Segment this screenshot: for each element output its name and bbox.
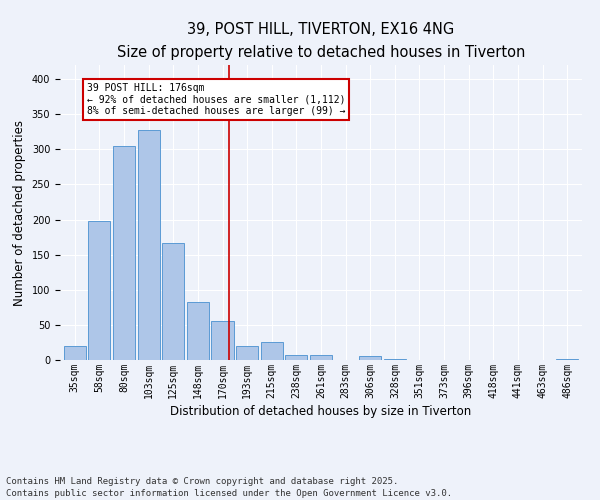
Bar [137,130,160,360]
Bar [162,242,184,360]
Bar [64,346,86,360]
Bar [211,322,233,360]
Bar [88,221,110,360]
Text: 39 POST HILL: 176sqm
← 92% of detached houses are smaller (1,112)
8% of semi-det: 39 POST HILL: 176sqm ← 92% of detached h… [87,82,346,116]
Bar [384,358,406,360]
Text: Contains HM Land Registry data © Crown copyright and database right 2025.
Contai: Contains HM Land Registry data © Crown c… [6,476,452,498]
Bar [113,146,135,360]
Bar [285,355,307,360]
Bar [236,346,258,360]
Title: 39, POST HILL, TIVERTON, EX16 4NG
Size of property relative to detached houses i: 39, POST HILL, TIVERTON, EX16 4NG Size o… [117,22,525,60]
Bar [556,358,578,360]
Bar [260,342,283,360]
X-axis label: Distribution of detached houses by size in Tiverton: Distribution of detached houses by size … [170,405,472,418]
Bar [310,355,332,360]
Y-axis label: Number of detached properties: Number of detached properties [13,120,26,306]
Bar [187,302,209,360]
Bar [359,356,382,360]
